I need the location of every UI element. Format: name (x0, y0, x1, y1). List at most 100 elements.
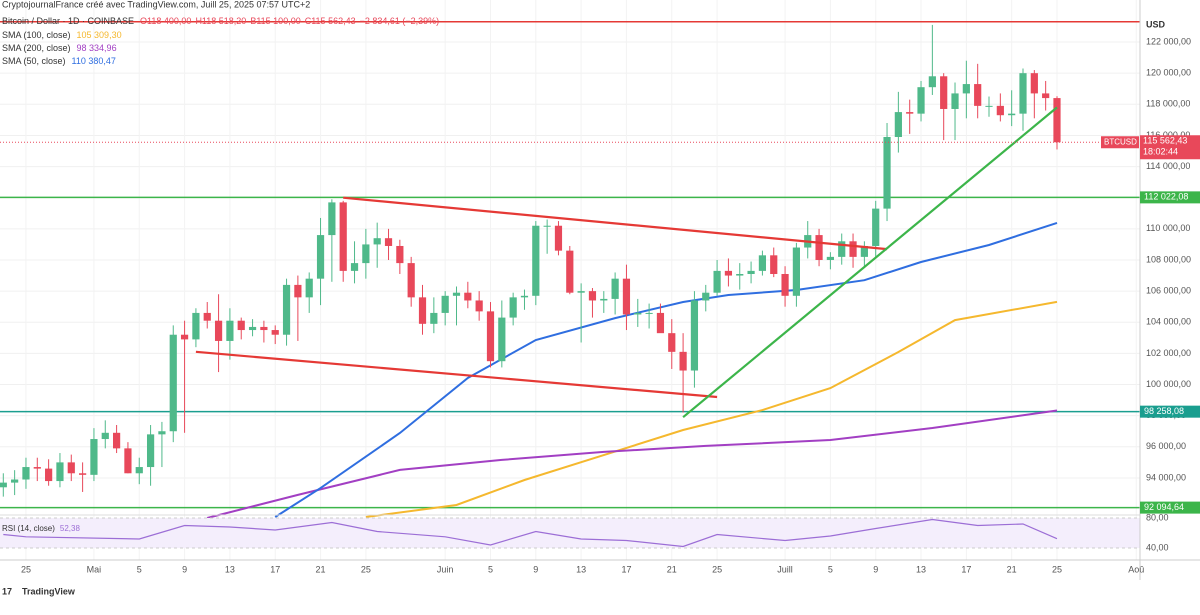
candle-body (498, 317, 506, 362)
candle-body (56, 462, 64, 482)
candle-body (45, 468, 53, 482)
x-tick-label: 5 (137, 564, 142, 574)
x-tick-label: 25 (1052, 564, 1062, 574)
last-price-name-tag (1101, 136, 1139, 149)
candle-body (1042, 93, 1050, 99)
candle-body (985, 105, 993, 107)
candle-body (951, 93, 959, 109)
candle-body (690, 300, 699, 371)
change: −2 834,61 (−2,39%) (360, 16, 440, 26)
level-tag (1140, 405, 1200, 418)
candle-body (566, 250, 574, 293)
candle-body (872, 208, 880, 246)
candle-body (67, 462, 75, 474)
rsi-line (3, 518, 1058, 548)
candle-body (79, 473, 87, 475)
y-tick-label: 104 000,00 (1146, 317, 1191, 327)
attribution: CryptojournalFrance créé avec TradingVie… (2, 0, 310, 9)
candle-body (770, 255, 778, 275)
candle-body (736, 274, 744, 276)
rsi-tick-label: 80,00 (1146, 512, 1169, 522)
x-tick-label: 13 (576, 564, 586, 574)
ohlc: H118 518,20 (195, 16, 246, 26)
sma-line (365, 300, 1058, 518)
candle-body (22, 467, 30, 480)
candle-body (271, 330, 279, 335)
candle-body (577, 291, 585, 293)
candle-body (588, 291, 597, 301)
x-tick-label: Juill (777, 564, 793, 574)
candle-body (883, 137, 891, 209)
candle-body (192, 312, 200, 340)
x-tick-label: Aoû (1128, 564, 1144, 574)
x-tick-label: 5 (828, 564, 833, 574)
ohlc: C115 562,43 (305, 16, 356, 26)
level-tag (1140, 501, 1200, 514)
y-tick-label: 94 000,00 (1146, 472, 1186, 482)
x-tick-label: 9 (873, 564, 878, 574)
candle-body (1053, 98, 1061, 143)
candle-body (384, 238, 393, 246)
rsi-legend: RSI (14, close) 52,38 (2, 524, 80, 533)
candle-body (305, 278, 313, 298)
x-tick-label: 9 (533, 564, 538, 574)
candle-body (464, 292, 472, 301)
legend-entry: SMA (100, close) 105 309,30 (2, 30, 122, 40)
candle-body (849, 241, 857, 257)
level-label: 112 022,08 (1144, 192, 1188, 202)
candle-body (1008, 113, 1016, 116)
y-tick-label: 118 000,00 (1146, 99, 1190, 109)
candle-body (237, 320, 245, 331)
candle-body (600, 298, 608, 301)
candle-body (214, 320, 223, 341)
level-label: 92 094,64 (1144, 502, 1184, 512)
x-tick-label: 25 (21, 564, 31, 574)
candle-body (781, 274, 789, 296)
candle-body (724, 270, 733, 276)
candle-body (11, 479, 19, 483)
candle-body (554, 225, 563, 251)
price-axis (1140, 0, 1200, 580)
candle-body (124, 448, 132, 474)
ohlc: O118 400,00 (140, 16, 191, 26)
x-tick-label: 21 (1007, 564, 1017, 574)
candle-body (668, 333, 676, 352)
candle-body (226, 320, 234, 341)
rsi-name: RSI (14, close) (2, 524, 55, 533)
rsi-band (0, 518, 1140, 548)
candle-body (917, 87, 925, 114)
plot-area (0, 0, 1140, 560)
countdown: 18:02:44 (1143, 147, 1178, 157)
level-label: 98 258,08 (1144, 406, 1184, 416)
candle-body (248, 326, 257, 331)
candle-body (928, 76, 936, 88)
y-tick-label: 110 000,00 (1146, 223, 1190, 233)
legend-name: SMA (50, close) (2, 56, 66, 66)
candle-body (838, 241, 846, 257)
candle-body (282, 284, 291, 335)
y-tick-label: 102 000,00 (1146, 348, 1191, 358)
currency: USD (1146, 19, 1166, 29)
candle-body (203, 312, 211, 321)
x-tick-label: 13 (225, 564, 235, 574)
candle-body (294, 284, 302, 298)
x-tick-label: 21 (316, 564, 326, 574)
y-tick-label: 108 000,00 (1146, 254, 1191, 264)
legend-value: 105 309,30 (77, 30, 122, 40)
x-tick-label: 17 (961, 564, 971, 574)
y-tick-label: 120 000,00 (1146, 68, 1191, 78)
candle-body (996, 105, 1004, 116)
candle-body (158, 431, 166, 435)
legend-entry: SMA (50, close) 110 380,47 (2, 56, 116, 66)
candle-body (180, 334, 189, 340)
y-tick-label: 116 000,00 (1146, 130, 1190, 140)
candle-body (339, 202, 347, 271)
x-tick-label: 9 (182, 564, 187, 574)
rsi-tick-label: 40,00 (1146, 542, 1169, 552)
candle-body (645, 312, 653, 314)
candle-body (407, 263, 415, 298)
candle-body (826, 256, 834, 260)
candle-body (396, 245, 404, 264)
